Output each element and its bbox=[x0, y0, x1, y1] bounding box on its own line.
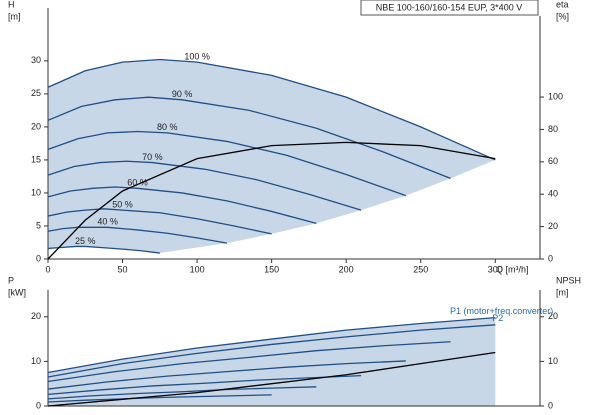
curve bbox=[47, 360, 406, 390]
x-tick-label: 250 bbox=[413, 264, 428, 274]
y-axis-label: P bbox=[8, 275, 14, 285]
curve-label: 70 % bbox=[142, 152, 163, 162]
y2-tick-label: 0 bbox=[548, 253, 553, 263]
y-axis-label: [kW] bbox=[8, 287, 26, 297]
curve bbox=[47, 317, 496, 374]
curve-label: 40 % bbox=[97, 217, 118, 227]
y2-tick-label: 60 bbox=[548, 156, 558, 166]
y-tick-label: 25 bbox=[31, 88, 41, 98]
y2-axis-label: eta bbox=[556, 0, 569, 9]
y2-tick-label: 100 bbox=[548, 91, 563, 101]
curve-label: 90 % bbox=[172, 89, 193, 99]
y-axis-label: H bbox=[8, 0, 15, 9]
curve bbox=[47, 351, 496, 407]
curve bbox=[47, 186, 317, 224]
y-tick-label: 30 bbox=[31, 55, 41, 65]
y2-axis-label: NPSH bbox=[556, 275, 581, 285]
y2-axis-label: [m] bbox=[556, 287, 569, 297]
curve-label: P1 (motor+freq.converter) bbox=[450, 306, 553, 316]
curve bbox=[47, 324, 496, 378]
curve bbox=[47, 160, 362, 211]
x-tick-label: 50 bbox=[118, 264, 128, 274]
operating-area bbox=[48, 317, 496, 406]
curve-label: 80 % bbox=[157, 122, 178, 132]
y2-tick-label: 80 bbox=[548, 124, 558, 134]
operating-area bbox=[48, 59, 496, 254]
curve-label: 100 % bbox=[184, 52, 210, 62]
x-tick-label: 100 bbox=[190, 264, 205, 274]
curve bbox=[47, 130, 407, 197]
curve bbox=[47, 394, 272, 403]
curve bbox=[47, 96, 451, 180]
y2-tick-label: 40 bbox=[548, 189, 558, 199]
y-tick-label: 15 bbox=[31, 154, 41, 164]
y-tick-label: 5 bbox=[36, 220, 41, 230]
title-box bbox=[360, 0, 539, 16]
curve-label: 25 % bbox=[75, 236, 96, 246]
y2-axis-label: [%] bbox=[556, 11, 569, 21]
x-tick-label: 150 bbox=[264, 264, 279, 274]
curve-label: 50 % bbox=[112, 199, 133, 209]
y-tick-label: 10 bbox=[31, 187, 41, 197]
y-tick-label: 10 bbox=[31, 356, 41, 366]
curve bbox=[47, 386, 317, 400]
y2-tick-label: 20 bbox=[548, 221, 558, 231]
y-tick-label: 20 bbox=[31, 311, 41, 321]
curve bbox=[47, 375, 362, 396]
curve bbox=[47, 208, 272, 235]
curve bbox=[47, 341, 451, 383]
curve bbox=[47, 58, 496, 161]
y2-tick-label: 0 bbox=[548, 400, 553, 410]
y2-tick-label: 20 bbox=[548, 311, 558, 321]
x-axis-label: Q [m³/h] bbox=[496, 264, 529, 274]
curve bbox=[47, 226, 228, 244]
curve bbox=[47, 141, 496, 260]
y-tick-label: 20 bbox=[31, 121, 41, 131]
x-tick-label: 0 bbox=[45, 264, 50, 274]
y-tick-label: 0 bbox=[36, 253, 41, 263]
x-tick-label: 300 bbox=[488, 264, 503, 274]
y-tick-label: 0 bbox=[36, 400, 41, 410]
curve-label: P2 bbox=[492, 313, 503, 323]
x-tick-label: 200 bbox=[339, 264, 354, 274]
y-axis-label: [m] bbox=[8, 11, 21, 21]
chart-title: NBE 100-160/160-154 EUP, 3*400 V bbox=[376, 2, 522, 12]
curve bbox=[47, 245, 160, 254]
curve-label: 60 % bbox=[127, 178, 148, 188]
y2-tick-label: 10 bbox=[548, 356, 558, 366]
